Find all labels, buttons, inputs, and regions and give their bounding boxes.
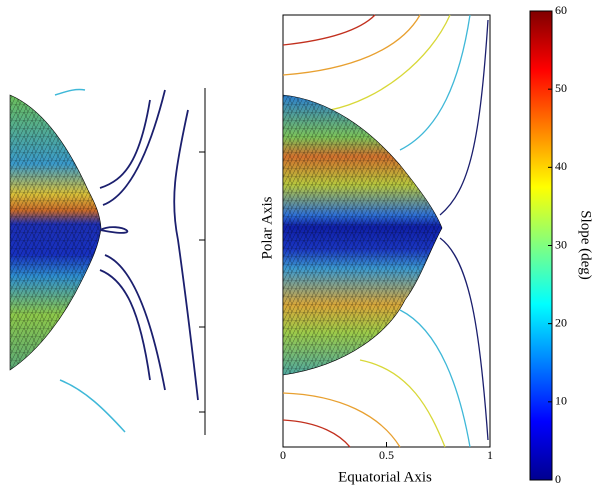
- x-tick-label: 0.5: [379, 448, 394, 462]
- colorbar: Slope (deg) 0 10 20 30 40 50 60: [529, 3, 594, 486]
- contours: [99, 89, 199, 401]
- colorbar-tick-label: 60: [555, 3, 567, 17]
- y-axis-label: Polar Axis: [259, 196, 275, 259]
- mesh-grid: [283, 95, 442, 375]
- colorbar-tick-label: 0: [555, 472, 561, 486]
- colorbar-tick-label: 20: [555, 315, 567, 329]
- x-tick-label: 1: [487, 448, 493, 462]
- colorbar-tick-label: 30: [555, 237, 567, 251]
- colorbar-label: Slope (deg): [578, 210, 594, 280]
- colorbar-tick-label: 50: [555, 81, 567, 95]
- contour: [54, 88, 86, 96]
- left-panel: [9, 88, 206, 435]
- x-tick-label: 0: [280, 448, 286, 462]
- axis-ticks: [199, 151, 205, 413]
- right-panel: Equatorial Axis Polar Axis: [259, 14, 491, 485]
- colorbar-tick-label: 40: [555, 159, 567, 173]
- contour: [59, 379, 126, 433]
- mesh-grid: [10, 95, 101, 370]
- contours: [282, 14, 489, 448]
- colorbar-tick-label: 10: [555, 394, 567, 408]
- x-axis-label: Equatorial Axis: [338, 469, 432, 485]
